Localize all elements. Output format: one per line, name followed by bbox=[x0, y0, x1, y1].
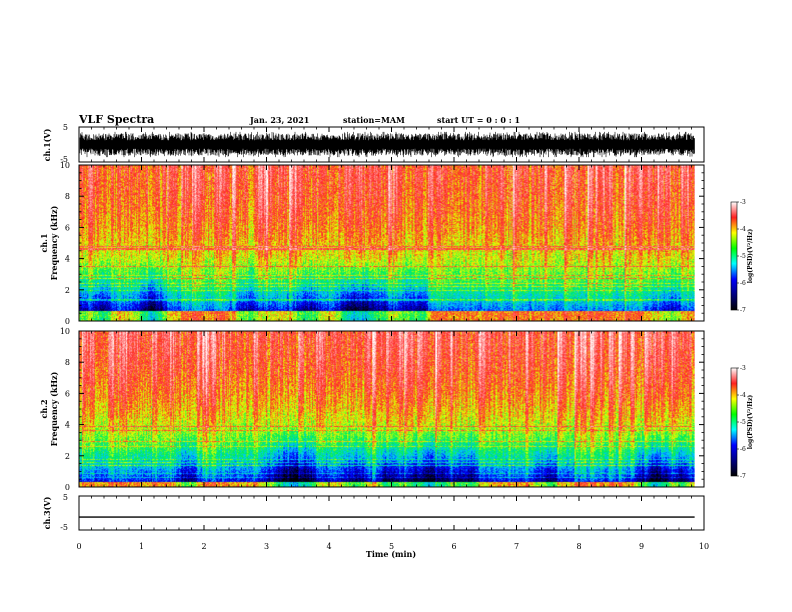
ch2-colorbar: -3 -4 -5 -6 -7 log(PSD)(V²/Hz) bbox=[730, 365, 754, 480]
ch2-colorbar-ticks: -3 -4 -5 -6 -7 bbox=[737, 365, 746, 480]
ch1-ytick-top: 5 bbox=[63, 123, 68, 132]
ch1-colorbar: -3 -4 -5 -6 -7 log(PSD)(V²/Hz) bbox=[730, 199, 754, 314]
ch1-spec-ytick-label-6: 6 bbox=[65, 223, 70, 232]
ch3-waveform-panel: 5 -5 ch.3(V) 0 1 2 3 4 5 6 7 8 9 10 bbox=[42, 493, 709, 551]
start-ut-label: start UT = 0 : 0 : 1 bbox=[437, 115, 520, 125]
ch2-colorbar-bar bbox=[730, 367, 738, 477]
ch1-waveform-line bbox=[79, 131, 695, 158]
ch2-spectrogram-xticks bbox=[78, 331, 705, 487]
ch1-spec-ytick-label-0: 0 bbox=[65, 317, 70, 326]
x-tick-label-1: 1 bbox=[139, 542, 144, 551]
ch2-spectrogram-panel: 0 2 4 6 8 10 ch.2 Frequency (kHz) bbox=[39, 327, 705, 492]
ch1-waveform-ylabel: ch.1(V) bbox=[42, 128, 52, 161]
x-tick-label-6: 6 bbox=[451, 542, 456, 551]
ch2-frequency-label: Frequency (kHz) bbox=[49, 371, 59, 446]
ch1-colorbar-label: log(PSD)(V²/Hz) bbox=[747, 229, 754, 284]
ch2-spectrogram-yticks: 0 2 4 6 8 10 bbox=[60, 327, 704, 492]
ch2-channel-label: ch.2 bbox=[39, 399, 49, 418]
ch1-waveform-trace bbox=[79, 131, 695, 158]
ch1-spectrogram-xticks bbox=[78, 165, 705, 321]
ch1-spec-ytick-label-4: 4 bbox=[65, 255, 70, 264]
ch1-colorbar-bar bbox=[730, 201, 738, 311]
ch2-colorbar-tick-label--3: -3 bbox=[740, 365, 746, 372]
x-tick-label-0: 0 bbox=[76, 542, 81, 551]
ch2-colorbar-label: log(PSD)(V²/Hz) bbox=[747, 395, 754, 450]
x-axis-tick-labels: 0 1 2 3 4 5 6 7 8 9 10 bbox=[76, 542, 709, 551]
x-tick-label-8: 8 bbox=[576, 542, 581, 551]
x-axis-label: Time (min) bbox=[366, 549, 416, 559]
date-label: Jan. 23, 2021 bbox=[249, 115, 309, 125]
ch3-waveform-xticks bbox=[78, 496, 705, 530]
ch2-spec-ytick-label-6: 6 bbox=[65, 389, 70, 398]
ch3-waveform-frame bbox=[78, 495, 705, 531]
ch1-channel-label: ch.1 bbox=[39, 233, 49, 252]
ch1-colorbar-tick-label--7: -7 bbox=[740, 307, 746, 314]
ch2-colorbar-tick-label--5: -5 bbox=[740, 419, 746, 426]
ch1-spec-ytick-label-8: 8 bbox=[65, 192, 70, 201]
ch1-colorbar-tick-label--4: -4 bbox=[740, 226, 746, 233]
ch1-spectrogram-yticks: 0 2 4 6 8 10 bbox=[60, 161, 704, 326]
ch2-spec-ytick-label-4: 4 bbox=[65, 421, 70, 430]
ch1-waveform-xticks bbox=[78, 127, 705, 162]
ch1-spectrogram-image bbox=[79, 165, 695, 321]
ch2-spec-ytick-label-0: 0 bbox=[65, 483, 70, 492]
ch3-ytick-top: 5 bbox=[63, 493, 68, 502]
x-tick-label-10: 10 bbox=[699, 542, 709, 551]
ch2-colorbar-tick-label--6: -6 bbox=[740, 446, 746, 453]
ch2-colorbar-tick-label--4: -4 bbox=[740, 392, 746, 399]
ch1-spec-ytick-label-2: 2 bbox=[65, 286, 70, 295]
ch3-ytick-bottom: -5 bbox=[60, 523, 68, 532]
x-tick-label-7: 7 bbox=[514, 542, 519, 551]
x-tick-label-4: 4 bbox=[326, 542, 331, 551]
ch1-colorbar-tick-label--6: -6 bbox=[740, 280, 746, 287]
station-label: station=MAM bbox=[343, 115, 405, 125]
ch2-colorbar-tick-label--7: -7 bbox=[740, 473, 746, 480]
ch2-spec-ytick-label-8: 8 bbox=[65, 358, 70, 367]
ch2-spectrogram-image bbox=[79, 331, 695, 487]
x-tick-label-9: 9 bbox=[639, 542, 644, 551]
ch1-colorbar-tick-label--3: -3 bbox=[740, 199, 746, 206]
ch2-spec-ytick-label-10: 10 bbox=[60, 327, 70, 336]
ch3-waveform-ylabel: ch.3(V) bbox=[42, 496, 52, 529]
figure-title: VLF Spectra bbox=[78, 113, 154, 126]
x-tick-label-3: 3 bbox=[264, 542, 269, 551]
ch1-ytick-bottom: -5 bbox=[60, 155, 68, 164]
ch1-colorbar-ticks: -3 -4 -5 -6 -7 bbox=[737, 199, 746, 314]
ch1-colorbar-tick-label--5: -5 bbox=[740, 253, 746, 260]
x-tick-label-2: 2 bbox=[201, 542, 206, 551]
ch1-spec-ytick-label-10: 10 bbox=[60, 161, 70, 170]
x-tick-label-5: 5 bbox=[389, 542, 394, 551]
ch1-frequency-label: Frequency (kHz) bbox=[49, 205, 59, 280]
ch1-waveform-panel: 5 -5 ch.1(V) bbox=[42, 123, 705, 164]
ch1-spectrogram-panel: 0 2 4 6 8 10 ch.1 Frequency (kHz) bbox=[39, 161, 705, 326]
ch2-spec-ytick-label-2: 2 bbox=[65, 452, 70, 461]
